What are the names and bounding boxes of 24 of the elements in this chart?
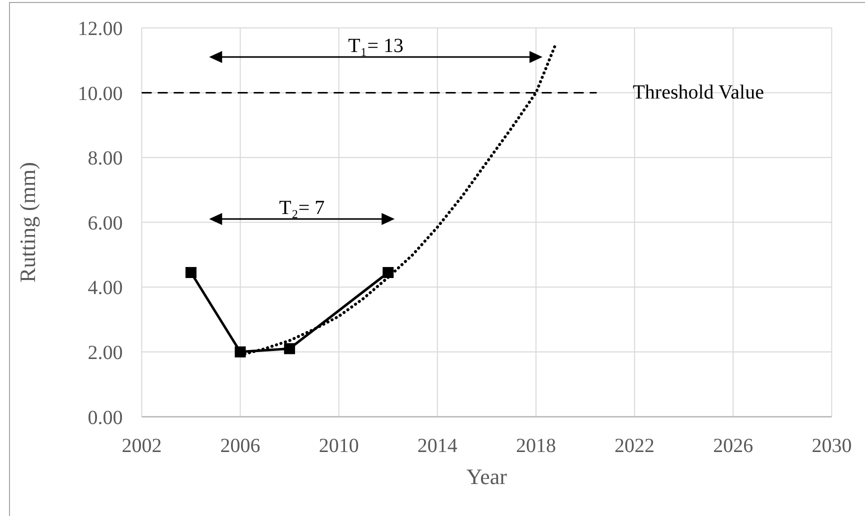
x-tick-label: 2030	[812, 434, 852, 457]
annotation: T₂= 7	[279, 197, 325, 220]
ref-line-label: Threshold Value	[632, 82, 764, 104]
point	[185, 267, 196, 278]
x-tick-label: 2014	[417, 434, 458, 457]
x-tick-label: 2006	[220, 434, 260, 457]
point	[284, 343, 296, 354]
x-tick-label: 2002	[122, 434, 162, 457]
y-tick-label: 0.00	[88, 406, 123, 429]
y-tick-label: 10.00	[78, 82, 123, 105]
x-tick-label: 2010	[318, 434, 359, 457]
point	[234, 346, 246, 358]
x-tick-label: 2018	[516, 434, 556, 457]
y-tick-label: 6.00	[88, 212, 123, 234]
y-tick-label: 4.00	[88, 277, 123, 300]
y-axis-title: Rutting (mm)	[14, 162, 40, 282]
x-axis-title: Year	[466, 464, 508, 489]
y-tick-label: 8.00	[88, 148, 123, 170]
y-tick-label: 2.00	[88, 342, 123, 364]
x-tick-label: 2022	[614, 434, 655, 457]
y-tick-label: 12.00	[78, 18, 123, 40]
point	[382, 267, 394, 278]
x-tick-label: 2026	[713, 434, 754, 457]
annotation: T₁= 13	[348, 35, 404, 58]
